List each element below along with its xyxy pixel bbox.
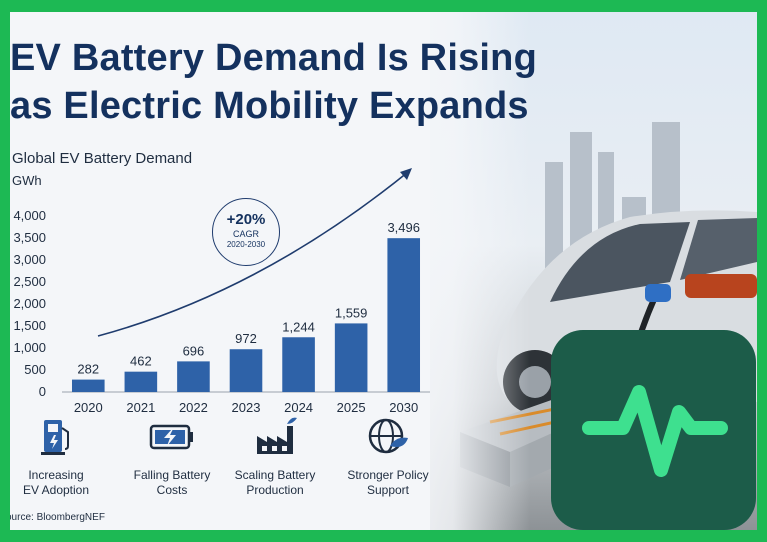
- driver-policy: Stronger Policy Support: [328, 416, 448, 497]
- globe-leaf-icon: [368, 418, 408, 454]
- infographic-frame: EV Battery Demand Is Rising as Electric …: [10, 12, 757, 530]
- driver-label-line-1: Stronger Policy: [347, 468, 429, 482]
- battery-charging-icon: [149, 424, 193, 450]
- chart-title: Global EV Battery Demand: [12, 150, 193, 167]
- trend-arrow: [97, 171, 409, 337]
- bar-chart: 4,000 3,500 3,000 2,500 2,000 1,500 1,000 500 0 2…: [13, 168, 430, 412]
- driver-production: Scaling Battery Production: [215, 416, 335, 497]
- app-badge[interactable]: [551, 330, 756, 530]
- y-tick-label: 3,000: [13, 252, 46, 267]
- bar-value-label: 1,559: [335, 305, 368, 320]
- y-tick-label: 3,500: [13, 230, 46, 245]
- driver-label-line-2: Support: [366, 483, 410, 497]
- bar-value-label: 696: [183, 343, 205, 358]
- driver-label-line-2: Production: [246, 483, 304, 497]
- driver-battery-costs: Falling Battery Costs: [112, 416, 232, 497]
- y-tick-label: 4,000: [13, 208, 46, 223]
- bar: [334, 323, 368, 392]
- y-tick-label: 1,500: [13, 318, 46, 333]
- bar: [387, 238, 421, 392]
- factory-icon: [257, 417, 297, 454]
- trend-arrow-head: [400, 168, 412, 180]
- y-tick-label: 2,500: [13, 274, 46, 289]
- driver-label-line-2: Costs: [156, 483, 188, 497]
- y-tick-label: 2,000: [13, 296, 46, 311]
- x-tick-label: 2020: [74, 400, 103, 412]
- y-tick-label: 500: [24, 362, 46, 377]
- car-window: [550, 222, 690, 302]
- bar: [124, 371, 158, 392]
- driver-label-line-1: Increasing: [28, 468, 84, 482]
- bar: [282, 337, 315, 392]
- driver-label-line-1: Scaling Battery: [234, 468, 316, 482]
- fuel-pump-icon: [41, 420, 69, 455]
- cagr-period: 2020-2030: [226, 240, 266, 249]
- pulse-icon: [582, 385, 728, 477]
- car-window-rear: [680, 218, 757, 280]
- x-tick-label: 2025: [337, 400, 366, 412]
- cagr-label: CAGR: [232, 229, 259, 239]
- bar-value-label: 972: [235, 331, 257, 346]
- headline-line-1: EV Battery Demand Is Rising: [10, 37, 537, 79]
- bar-value-label: 462: [130, 354, 152, 369]
- y-axis-unit: GWh: [12, 173, 42, 188]
- x-tick-label: 2022: [179, 400, 208, 412]
- driver-label-line-1: Falling Battery: [133, 468, 211, 482]
- bar: [71, 379, 105, 392]
- x-tick-label: 2024: [284, 400, 313, 412]
- x-tick-label: 2030: [389, 400, 418, 412]
- y-tick-label: 1,000: [13, 340, 46, 355]
- x-tick-label: 2021: [126, 400, 155, 412]
- bar-value-label: 282: [77, 362, 99, 377]
- bar-value-label: 3,496: [387, 220, 420, 235]
- tail-light: [685, 274, 757, 298]
- y-tick-label: 0: [39, 384, 46, 399]
- driver-label-line-2: EV Adoption: [22, 483, 90, 497]
- cagr-badge: +20% CAGR 2020-2030: [212, 198, 280, 266]
- bar: [229, 349, 263, 392]
- x-tick-label: 2023: [232, 400, 261, 412]
- headline: EV Battery Demand Is Rising as Electric …: [10, 34, 610, 130]
- bar: [177, 361, 210, 392]
- bar-value-label: 1,244: [282, 319, 315, 334]
- charging-plug: [645, 284, 671, 302]
- driver-ev-adoption: Increasing EV Adoption: [10, 416, 116, 497]
- source-note: ource: BloombergNEF: [10, 512, 105, 523]
- headline-line-2: as Electric Mobility Expands: [10, 85, 529, 127]
- cagr-value: +20%: [226, 211, 266, 228]
